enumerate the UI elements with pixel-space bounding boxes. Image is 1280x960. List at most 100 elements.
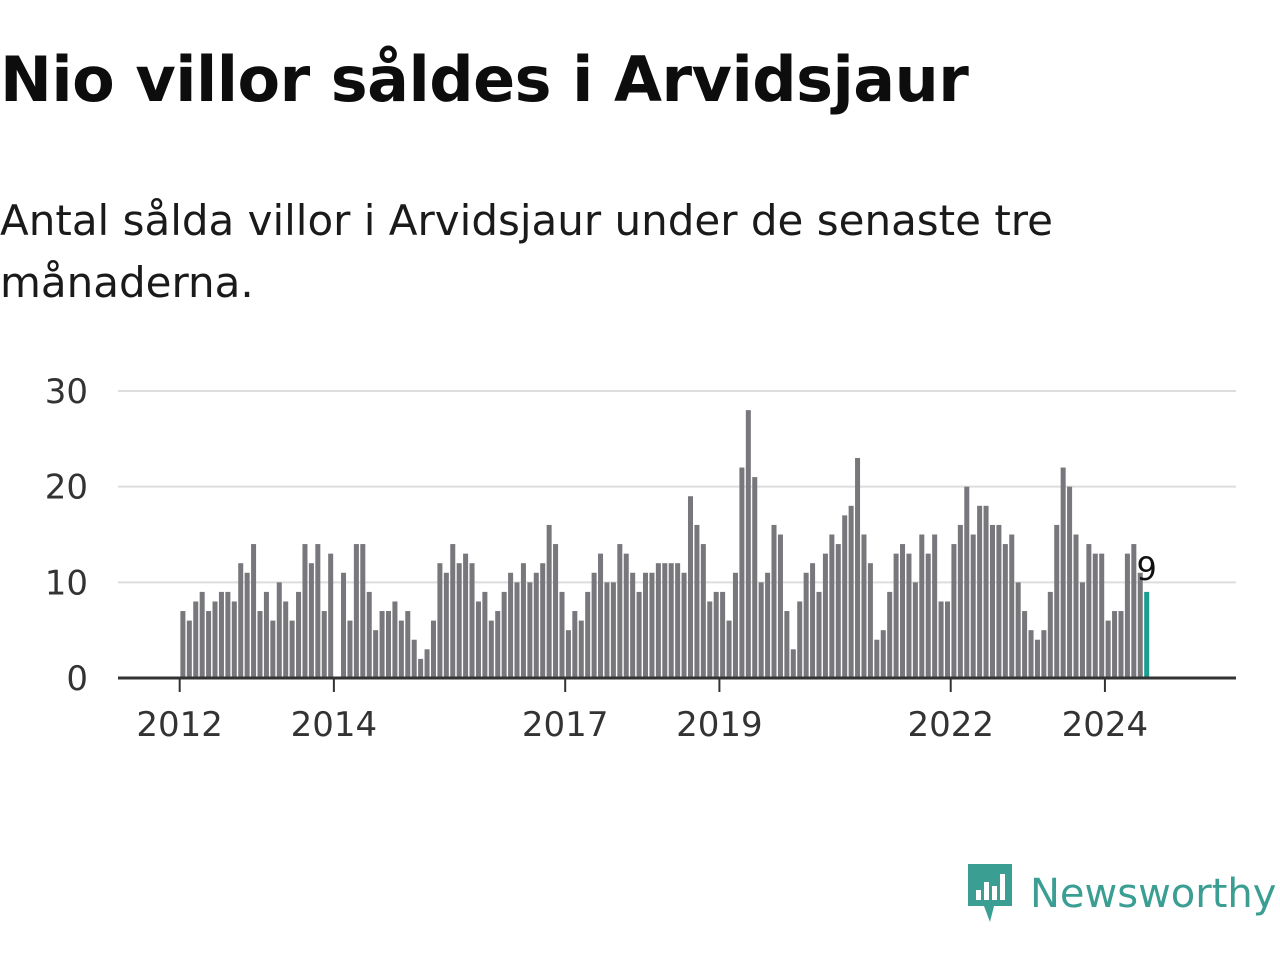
bar — [392, 601, 398, 678]
bar — [1047, 591, 1053, 678]
bar — [822, 553, 828, 678]
bar — [186, 620, 192, 678]
bar — [212, 601, 218, 678]
bar — [469, 563, 475, 678]
bar — [520, 563, 526, 678]
bar — [893, 553, 899, 678]
bar — [912, 582, 918, 678]
bar — [276, 582, 282, 678]
bar — [456, 563, 462, 678]
bar — [475, 601, 481, 678]
bar — [745, 410, 751, 678]
bar — [655, 563, 661, 678]
bar — [643, 572, 649, 678]
bar — [508, 572, 514, 678]
bar — [867, 563, 873, 678]
bar — [887, 591, 893, 678]
bar — [514, 582, 520, 678]
bar — [604, 582, 610, 678]
bar — [925, 553, 931, 678]
bar — [1079, 582, 1085, 678]
bar — [296, 591, 302, 678]
y-tick-label: 10 — [45, 563, 88, 603]
bar — [585, 591, 591, 678]
bar — [1009, 534, 1015, 678]
bar — [360, 544, 366, 678]
bar — [713, 591, 719, 678]
bar — [861, 534, 867, 678]
bar — [546, 524, 552, 678]
bar — [623, 553, 629, 678]
bar — [707, 601, 713, 678]
bar — [533, 572, 539, 678]
bar — [328, 553, 334, 678]
bar — [874, 639, 880, 678]
bar — [1118, 611, 1124, 678]
bar — [379, 611, 385, 678]
bar — [559, 591, 565, 678]
bars — [180, 410, 1150, 678]
x-tick-label: 2017 — [522, 705, 609, 745]
bar — [1099, 553, 1105, 678]
bar — [1054, 524, 1060, 678]
bar — [842, 515, 848, 678]
bar — [752, 477, 758, 678]
bar — [206, 611, 212, 678]
bar — [315, 544, 321, 678]
bar — [366, 591, 372, 678]
bar — [257, 611, 263, 678]
x-tick-label: 2012 — [136, 705, 223, 745]
bar — [1131, 544, 1137, 678]
bar — [231, 601, 237, 678]
bar — [199, 591, 205, 678]
bar — [572, 611, 578, 678]
bar — [289, 620, 295, 678]
bar — [784, 611, 790, 678]
bar — [540, 563, 546, 678]
bar — [482, 591, 488, 678]
bar — [553, 544, 559, 678]
bar — [488, 620, 494, 678]
bar — [900, 544, 906, 678]
bar — [790, 649, 796, 678]
bar — [283, 601, 289, 678]
bar — [495, 611, 501, 678]
bar — [405, 611, 411, 678]
bar — [855, 457, 861, 678]
bar — [341, 572, 347, 678]
bar — [932, 534, 938, 678]
bar — [308, 563, 314, 678]
bar — [353, 544, 359, 678]
newsworthy-logo[interactable]: Newsworthy — [964, 862, 1276, 926]
bar — [810, 563, 816, 678]
bar — [1112, 611, 1118, 678]
bar — [437, 563, 443, 678]
bar — [1015, 582, 1021, 678]
bar — [681, 572, 687, 678]
bar — [720, 591, 726, 678]
bar — [1137, 572, 1143, 678]
bar — [1041, 630, 1047, 678]
bar — [251, 544, 257, 678]
bar — [964, 486, 970, 678]
bar — [424, 649, 430, 678]
bar — [565, 630, 571, 678]
bar — [816, 591, 822, 678]
bar — [649, 572, 655, 678]
bar — [418, 658, 424, 678]
bar — [527, 582, 533, 678]
bar — [835, 544, 841, 678]
y-tick-label: 20 — [45, 468, 88, 508]
latest-value-label: 9 — [1137, 550, 1157, 588]
bar — [829, 534, 835, 678]
bar — [443, 572, 449, 678]
bar — [1060, 467, 1066, 678]
bar — [765, 572, 771, 678]
bar — [411, 639, 417, 678]
bar — [617, 544, 623, 678]
x-tick-label: 2022 — [907, 705, 994, 745]
bar — [777, 534, 783, 678]
bar — [726, 620, 732, 678]
x-tick-label: 2014 — [291, 705, 378, 745]
bar — [347, 620, 353, 678]
